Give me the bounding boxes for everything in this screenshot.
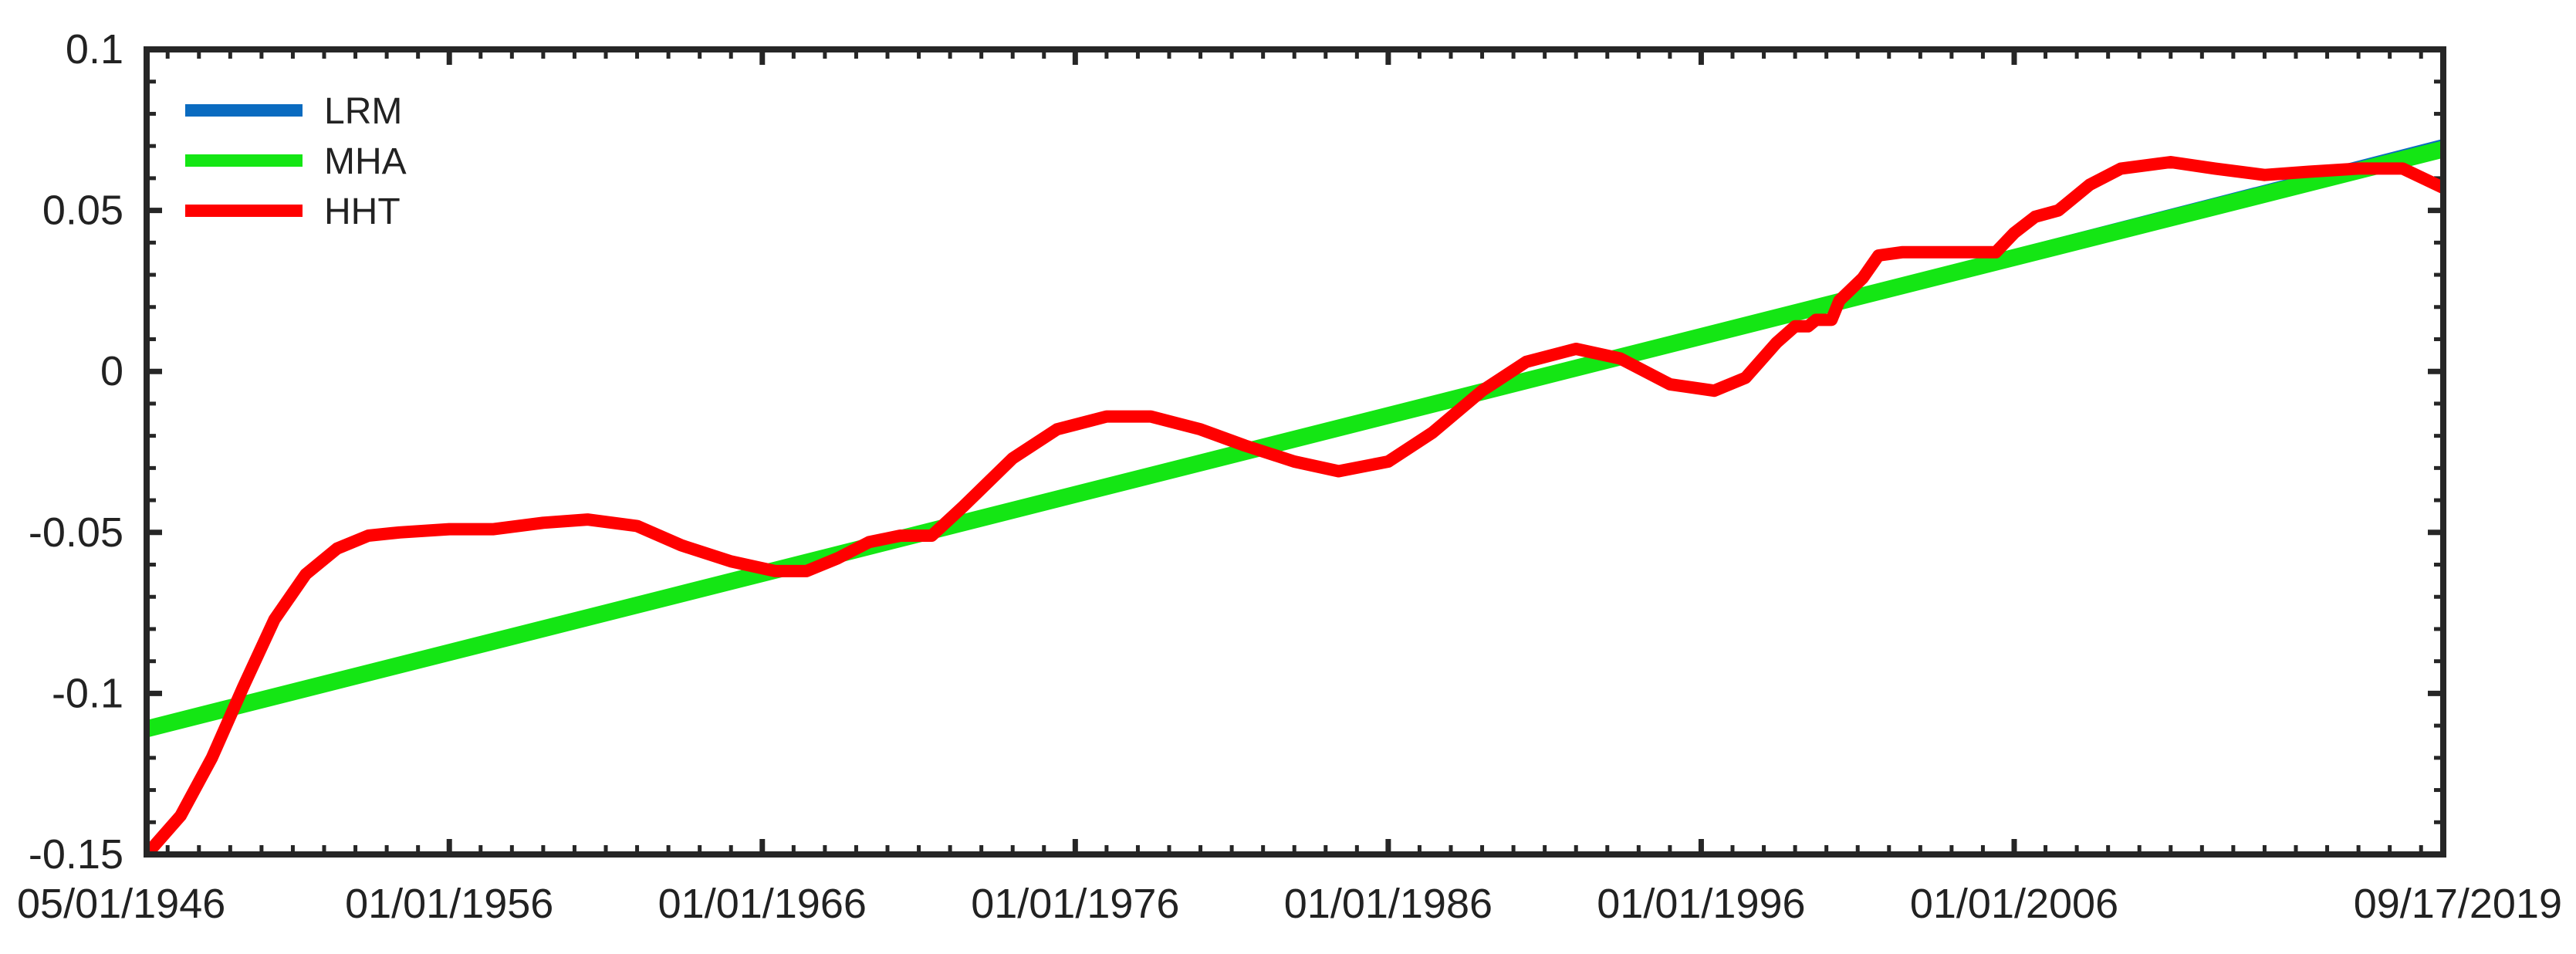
legend: LRM MHA HHT [185,91,407,232]
y-tick-label: 0 [100,348,123,394]
x-tick-label: 01/01/1976 [971,881,1179,927]
series-lines [147,139,2443,854]
x-tick-label: 09/17/2019 [2354,881,2562,927]
y-tick-label: -0.15 [29,831,123,878]
x-tick-label: 01/01/1986 [1284,881,1493,927]
legend-label-mha: MHA [324,141,407,182]
axis-ticks [144,46,2446,858]
y-tick-label: -0.05 [29,509,123,556]
x-tick-label: 01/01/2006 [1910,881,2118,927]
x-tick-label: 05/01/1946 [17,881,225,927]
y-tick-label: 0.1 [66,26,123,73]
x-tick-label: 01/01/1996 [1597,881,1805,927]
series-line-mha [147,140,2443,738]
y-tick-label: 0.05 [42,188,123,234]
y-axis-tick-labels: 0.1 0.05 0 -0.05 -0.1 -0.15 [29,26,123,878]
x-axis-tick-labels: 05/01/1946 01/01/1956 01/01/1966 01/01/1976… [17,881,2562,927]
x-tick-label: 01/01/1956 [345,881,553,927]
y-tick-label: -0.1 [52,670,123,716]
series-line-hht [147,156,2443,854]
x-tick-label: 01/01/1966 [658,881,867,927]
legend-label-hht: HHT [324,191,401,232]
legend-label-lrm: LRM [324,91,402,132]
plot-frame [144,46,2446,858]
